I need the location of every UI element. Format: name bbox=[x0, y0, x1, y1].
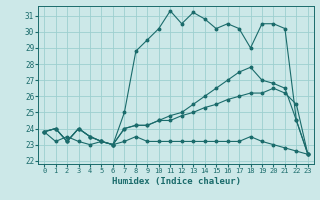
X-axis label: Humidex (Indice chaleur): Humidex (Indice chaleur) bbox=[111, 177, 241, 186]
